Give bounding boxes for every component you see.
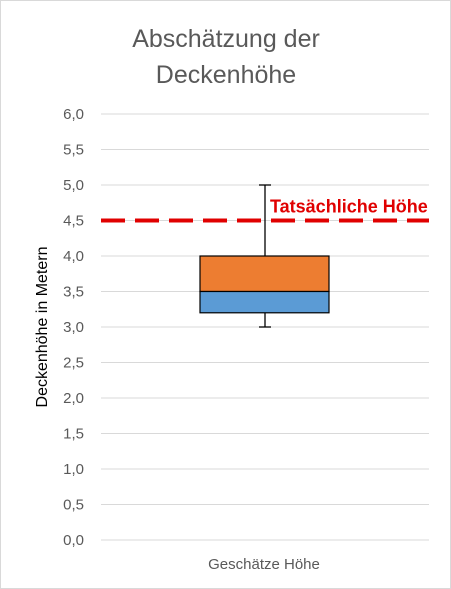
chart-title-line-1: Abschätzung der [132,25,320,53]
y-tick-label: 5,5 [63,142,84,159]
x-category-label: Geschätze Höhe [208,556,320,573]
y-tick-label: 2,5 [63,355,84,372]
box-group [199,184,330,328]
y-tick-label: 2,0 [63,390,84,407]
chart-title-line-2: Deckenhöhe [155,61,297,89]
y-tick-label: 3,0 [63,319,84,336]
chart-title: Abschätzung der Deckenhöhe [61,21,391,93]
reference-line-group: Tatsächliche Höhe [101,197,429,223]
y-tick-label: 5,0 [63,177,84,194]
y-tick-label: 6,0 [63,106,84,123]
y-tick-labels: 0,0 0,5 1,0 1,5 2,0 2,5 3,0 3,5 4,0 4,5 5,0 5,5 6,0 [63,106,84,549]
reference-line-label: Tatsächliche Höhe [270,197,428,217]
box-lower-quartile [199,290,330,314]
y-tick-label: 4,0 [63,248,84,265]
y-tick-label: 3,5 [63,284,84,301]
y-tick-label: 4,5 [63,213,84,230]
gridlines [101,113,429,541]
y-tick-label: 0,0 [63,532,84,549]
y-tick-label: 1,5 [63,426,84,443]
box-upper-quartile [199,255,330,293]
y-axis-label: Deckenhöhe in Metern [34,247,51,408]
y-tick-label: 0,5 [63,497,84,514]
y-tick-label: 1,0 [63,461,84,478]
